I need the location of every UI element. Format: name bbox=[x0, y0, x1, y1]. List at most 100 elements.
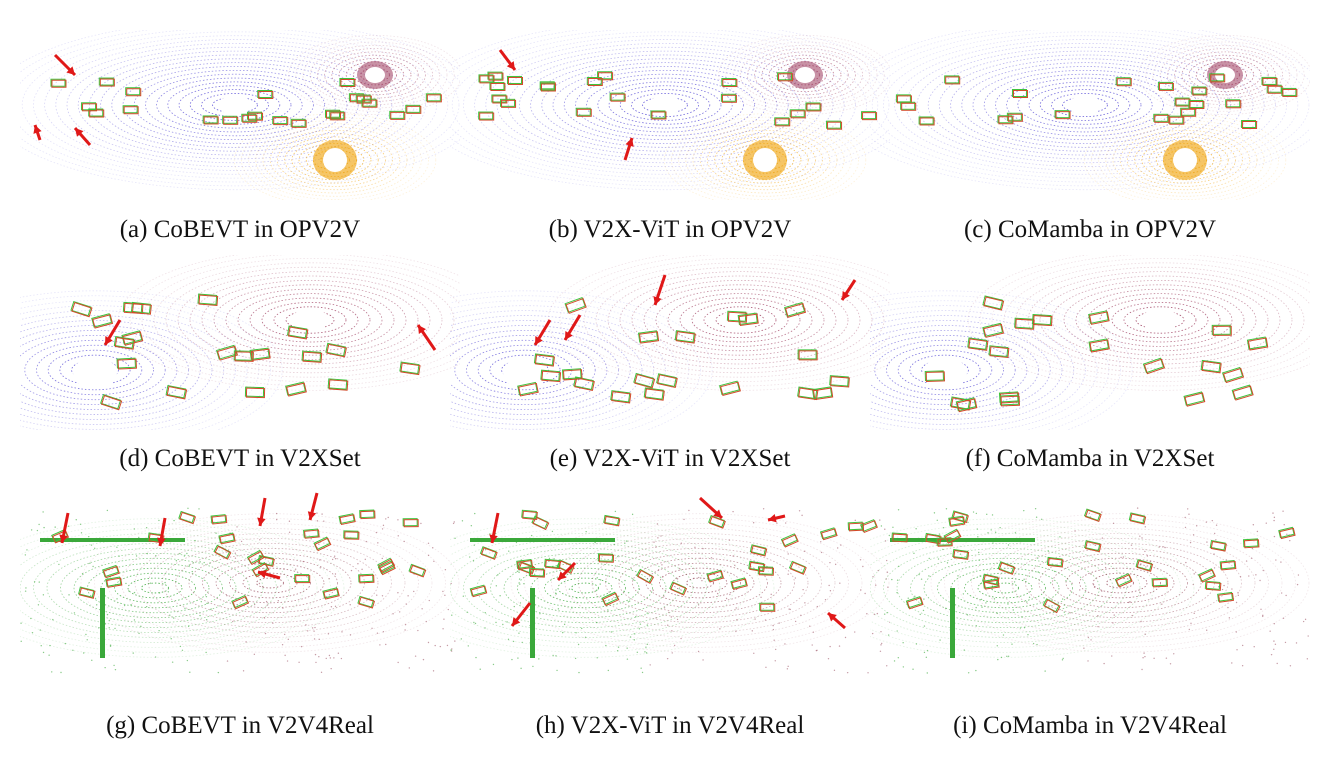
bbox bbox=[532, 516, 550, 531]
bbox bbox=[125, 87, 141, 96]
bbox bbox=[273, 117, 289, 126]
bbox bbox=[892, 533, 908, 543]
bbox bbox=[790, 110, 806, 119]
bbox bbox=[826, 120, 842, 129]
bbox bbox=[521, 509, 537, 519]
bbox bbox=[638, 331, 660, 344]
bbox bbox=[1222, 367, 1245, 384]
bbox bbox=[944, 75, 960, 84]
error-arrow bbox=[73, 127, 92, 146]
bbox bbox=[327, 378, 348, 390]
error-arrow bbox=[698, 496, 724, 520]
bbox bbox=[378, 561, 396, 576]
bbox bbox=[784, 301, 806, 317]
bbox bbox=[757, 566, 774, 575]
error-arrow bbox=[157, 517, 167, 547]
sensor-blind-spot bbox=[923, 357, 967, 389]
bbox bbox=[602, 592, 620, 607]
error-arrow bbox=[556, 561, 577, 582]
bbox bbox=[479, 75, 495, 84]
bbox bbox=[361, 98, 377, 107]
bbox bbox=[982, 322, 1004, 337]
bbox bbox=[982, 578, 999, 589]
bbox bbox=[326, 343, 347, 358]
bbox bbox=[706, 569, 724, 582]
bbox bbox=[272, 116, 288, 125]
bbox bbox=[131, 302, 152, 315]
error-arrow bbox=[53, 53, 77, 77]
panel-b: (b) V2X-ViT in OPV2V bbox=[450, 30, 890, 260]
bbox bbox=[218, 532, 235, 544]
bbox bbox=[798, 350, 818, 361]
bbox bbox=[106, 577, 123, 588]
bbox bbox=[726, 310, 747, 322]
bbox bbox=[759, 602, 775, 611]
bbox bbox=[781, 534, 799, 548]
point-cloud-h bbox=[450, 496, 890, 674]
bbox bbox=[760, 603, 776, 612]
bbox bbox=[70, 300, 92, 317]
bbox bbox=[222, 115, 238, 124]
bbox bbox=[587, 78, 603, 87]
lidar-rings bbox=[870, 518, 1195, 658]
error-arrow bbox=[33, 124, 42, 141]
bbox bbox=[983, 296, 1005, 311]
bbox bbox=[860, 519, 877, 533]
bbox bbox=[1088, 310, 1109, 324]
lidar-rings bbox=[20, 290, 283, 430]
bbox bbox=[1152, 578, 1168, 588]
bbox bbox=[290, 118, 306, 127]
caption-h: (h) V2X-ViT in V2V4Real bbox=[535, 712, 805, 739]
bbox bbox=[789, 561, 807, 575]
bbox bbox=[166, 385, 188, 400]
bbox bbox=[534, 354, 555, 367]
lidar-rings bbox=[510, 513, 890, 653]
bbox bbox=[861, 111, 877, 120]
bbox bbox=[829, 375, 849, 387]
bbox bbox=[82, 103, 98, 112]
bbox bbox=[1054, 110, 1070, 119]
bbox bbox=[1247, 337, 1269, 351]
bbox bbox=[988, 345, 1009, 358]
bbox bbox=[1114, 573, 1132, 587]
bbox bbox=[758, 567, 775, 576]
bbox bbox=[1210, 540, 1227, 552]
bbox bbox=[257, 89, 273, 98]
bbox bbox=[611, 391, 632, 404]
lidar-rings bbox=[450, 290, 713, 430]
bbox bbox=[951, 510, 968, 523]
bbox bbox=[165, 384, 187, 399]
bbox bbox=[491, 94, 507, 103]
bbox bbox=[323, 588, 340, 600]
bbox bbox=[117, 358, 137, 370]
bbox bbox=[329, 111, 345, 120]
point-cloud-e bbox=[450, 255, 890, 430]
error-arrow bbox=[827, 611, 846, 630]
bbox bbox=[488, 72, 504, 81]
bbox bbox=[242, 114, 258, 123]
bbox bbox=[211, 515, 228, 525]
bbox bbox=[1055, 111, 1071, 120]
bbox bbox=[522, 510, 538, 520]
bbox bbox=[721, 78, 737, 87]
bbox bbox=[1153, 113, 1169, 122]
bbox bbox=[862, 112, 878, 121]
error-arrow bbox=[510, 602, 532, 627]
lidar-rings bbox=[80, 513, 460, 653]
sensor-blind-spot bbox=[73, 357, 117, 389]
bbox bbox=[900, 101, 916, 110]
bbox bbox=[1032, 315, 1053, 327]
lidar-rings bbox=[870, 290, 1133, 430]
bbox bbox=[967, 337, 988, 350]
bbox bbox=[130, 301, 151, 314]
road-edge bbox=[40, 538, 185, 542]
bbox bbox=[1211, 324, 1231, 335]
bbox bbox=[797, 386, 818, 400]
bbox bbox=[490, 82, 506, 91]
bbox bbox=[78, 586, 95, 598]
bbox bbox=[925, 371, 945, 382]
bbox bbox=[330, 112, 346, 121]
bbox bbox=[126, 88, 142, 97]
bbox bbox=[245, 387, 266, 399]
bbox bbox=[955, 397, 977, 412]
